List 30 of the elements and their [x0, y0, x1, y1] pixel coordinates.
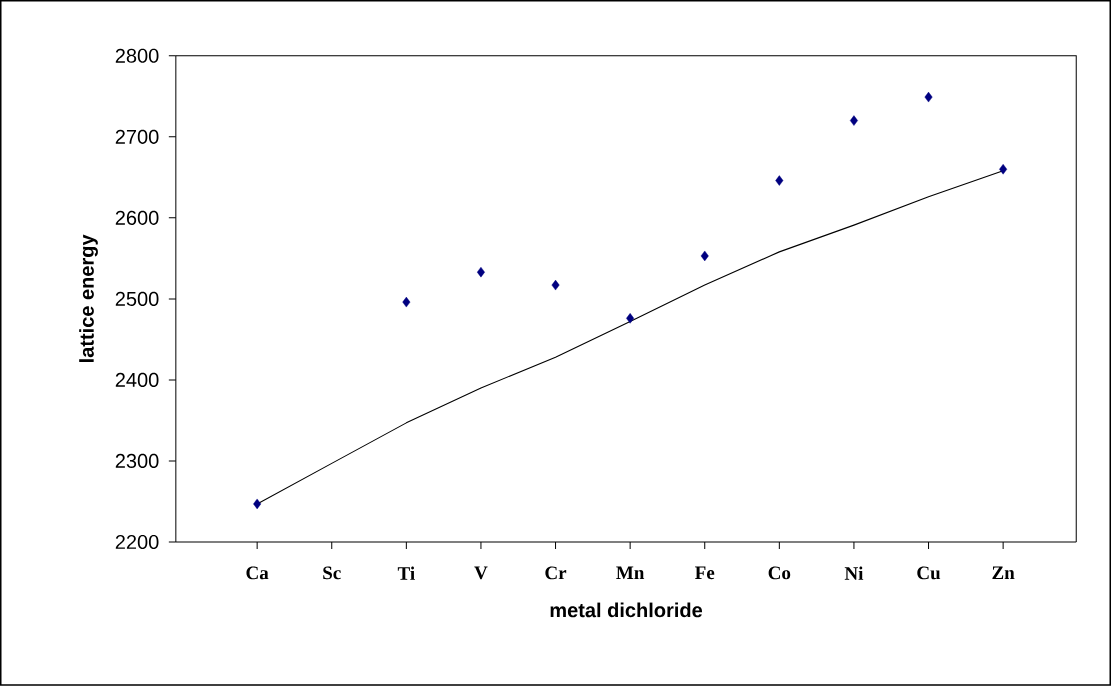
- y-tick-label: 2400: [115, 372, 159, 388]
- y-tick-label: 2300: [115, 453, 159, 469]
- x-tick-label: Ni: [844, 566, 864, 580]
- x-tick-label: Co: [768, 566, 791, 580]
- point: [626, 313, 635, 324]
- y-tick-label: 2700: [115, 129, 159, 144]
- point: [849, 115, 858, 126]
- y-tick-label: 2200: [115, 535, 159, 550]
- x-tick-label: Ca: [246, 566, 269, 580]
- x-tick-label: Mn: [616, 566, 645, 580]
- x-tick-label: Zn: [992, 566, 1015, 580]
- x-tick-label: Cu: [917, 566, 941, 580]
- x-tick-label: Ti: [397, 566, 415, 580]
- point: [551, 279, 560, 291]
- y-axis-title: lattice energy: [79, 234, 98, 363]
- y-tick-label: 2500: [115, 291, 159, 307]
- point: [476, 267, 485, 278]
- point: [402, 297, 411, 308]
- y-tick-label: 2800: [115, 48, 159, 63]
- x-tick-label: Sc: [323, 566, 341, 580]
- x-tick-label: Fe: [695, 566, 715, 580]
- x-tick-label: V: [474, 566, 488, 580]
- x-tick-label: Cr: [545, 566, 567, 580]
- point: [700, 250, 709, 262]
- point: [253, 498, 262, 510]
- y-tick-label: 2600: [115, 210, 159, 226]
- x-axis-title: metal dichloride: [550, 602, 703, 618]
- point: [924, 91, 933, 103]
- point: [999, 164, 1008, 175]
- point: [775, 175, 784, 186]
